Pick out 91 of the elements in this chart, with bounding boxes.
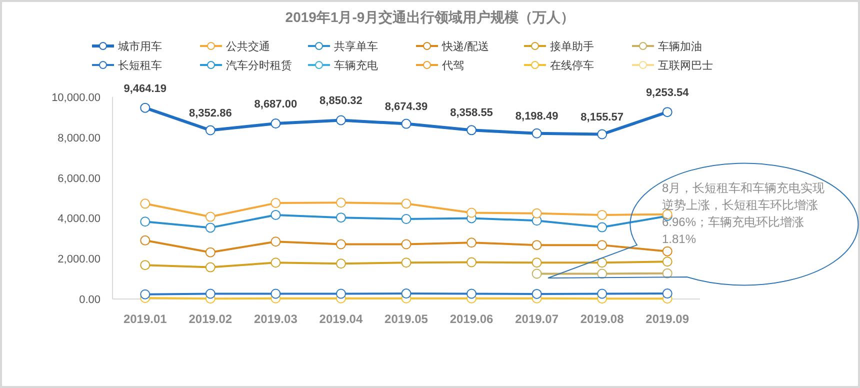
point xyxy=(336,198,346,208)
legend-label: 车辆充电 xyxy=(334,59,378,72)
point xyxy=(336,288,346,299)
point xyxy=(270,288,281,299)
point xyxy=(205,288,216,299)
point xyxy=(205,247,216,258)
point xyxy=(205,222,216,233)
point xyxy=(205,262,216,272)
point xyxy=(336,212,346,223)
point xyxy=(466,208,477,218)
legend-label: 代驾 xyxy=(441,60,464,72)
point xyxy=(205,125,216,136)
legend-label: 共享单车 xyxy=(334,40,378,53)
y-tick-label: 6,000.00 xyxy=(58,172,100,185)
point xyxy=(140,235,150,246)
point xyxy=(401,198,412,209)
point xyxy=(532,240,542,250)
point xyxy=(597,129,608,140)
x-tick-label: 2019.02 xyxy=(188,312,232,326)
point xyxy=(401,214,412,224)
point xyxy=(662,246,672,256)
x-tick-label: 2019.04 xyxy=(319,312,363,326)
point xyxy=(662,256,672,267)
annotation: 8月，长短租车和车辆充电实现逆势上涨，长短租车环比增涨6.96%；车辆充电环比增涨1.81% xyxy=(662,180,826,248)
point xyxy=(140,289,150,300)
y-tick-label: 4,000.00 xyxy=(58,213,100,226)
y-tick-label: 10,000.00 xyxy=(52,92,100,104)
point xyxy=(532,288,542,299)
point xyxy=(270,198,281,208)
data-label: 9,253.54 xyxy=(646,87,690,100)
y-tick-label: 0.00 xyxy=(79,294,100,306)
data-label: 8,687.00 xyxy=(254,98,298,111)
point xyxy=(140,102,150,113)
legend-label: 汽车分时租赁 xyxy=(226,59,292,72)
point xyxy=(205,212,216,222)
x-tick-label: 2019.01 xyxy=(123,312,168,326)
point xyxy=(270,118,281,129)
point xyxy=(336,239,346,250)
point xyxy=(466,125,477,136)
legend-label: 接单助手 xyxy=(550,40,594,53)
point xyxy=(140,216,150,227)
point xyxy=(597,222,608,232)
data-label: 8,850.32 xyxy=(320,95,362,108)
point xyxy=(597,288,608,299)
y-tick-label: 2,000.00 xyxy=(58,254,100,266)
legend-label: 互联网巴士 xyxy=(658,59,713,72)
data-label: 9,464.19 xyxy=(124,82,167,95)
point xyxy=(466,238,477,248)
point xyxy=(401,258,412,268)
x-tick-label: 2019.08 xyxy=(580,312,624,326)
point xyxy=(597,240,608,250)
point xyxy=(532,208,542,218)
data-label: 8,352.86 xyxy=(189,107,232,120)
point xyxy=(336,258,346,269)
legend-label: 公共交通 xyxy=(226,40,270,53)
point xyxy=(532,268,542,279)
x-tick-label: 2019.07 xyxy=(515,312,559,326)
point xyxy=(140,260,150,270)
data-label: 8,155.57 xyxy=(580,111,624,124)
point xyxy=(532,128,542,138)
point xyxy=(662,288,672,299)
legend-label: 车辆加油 xyxy=(658,40,702,53)
point xyxy=(532,258,542,268)
data-label: 8,358.55 xyxy=(450,107,493,120)
point xyxy=(662,268,672,278)
point xyxy=(401,118,412,129)
point xyxy=(597,268,608,279)
legend-label: 在线停车 xyxy=(550,59,594,72)
data-label: 8,674.39 xyxy=(384,100,428,113)
point xyxy=(336,115,346,126)
point xyxy=(140,198,150,209)
point xyxy=(597,210,608,220)
point xyxy=(270,210,281,220)
point xyxy=(466,288,477,299)
x-tick-label: 2019.03 xyxy=(254,312,298,326)
legend-label: 城市用车 xyxy=(117,40,162,53)
x-tick-label: 2019.09 xyxy=(646,312,690,326)
point xyxy=(466,257,477,268)
point xyxy=(270,236,281,247)
legend-label: 长短租车 xyxy=(118,59,162,72)
point xyxy=(270,258,281,268)
x-tick-label: 2019.06 xyxy=(450,312,494,326)
chart-title: 2019年1月-9月交通出行领域用户规模（万人） xyxy=(285,9,575,25)
point xyxy=(401,239,412,250)
y-tick-label: 8,000.00 xyxy=(58,132,100,144)
x-tick-label: 2019.05 xyxy=(384,312,428,326)
point xyxy=(597,258,608,268)
data-label: 8,198.49 xyxy=(515,110,558,122)
legend-label: 快递/配送 xyxy=(441,40,490,53)
point xyxy=(401,288,412,299)
point xyxy=(662,107,672,118)
